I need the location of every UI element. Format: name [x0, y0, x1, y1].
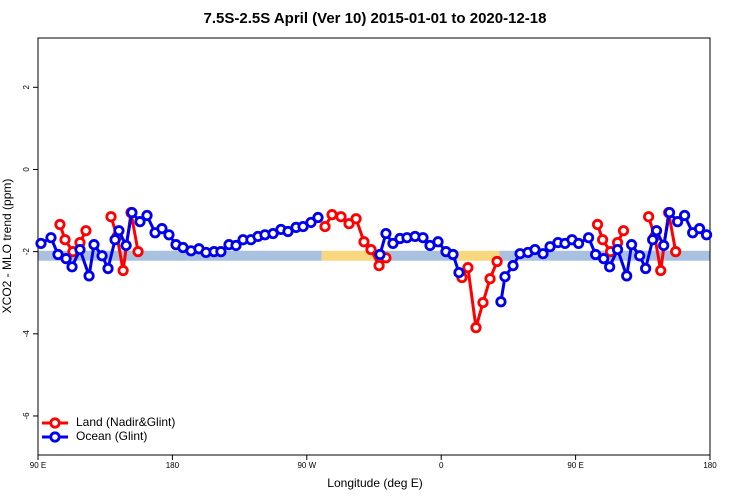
data-point	[102, 262, 114, 275]
data-point	[105, 211, 117, 223]
data-point	[365, 243, 377, 256]
data-point	[621, 270, 633, 282]
data-point	[387, 237, 399, 250]
data-point	[477, 296, 489, 309]
data-point	[312, 211, 324, 224]
y-tick-label: -2	[22, 248, 31, 256]
data-point	[625, 239, 638, 251]
data-point	[83, 270, 95, 282]
data-point	[417, 232, 429, 244]
data-point	[343, 218, 355, 230]
data-point	[374, 248, 386, 261]
data-point	[120, 239, 132, 252]
data-point	[462, 262, 474, 274]
y-tick-label: 2	[22, 85, 31, 90]
data-point	[380, 227, 392, 240]
data-point	[670, 246, 682, 258]
data-point	[679, 209, 691, 222]
legend-marker	[49, 431, 61, 443]
data-point	[447, 248, 459, 261]
data-point	[350, 213, 362, 225]
data-point	[117, 264, 129, 277]
data-point	[537, 248, 549, 260]
data-point	[591, 218, 604, 231]
data-point	[96, 250, 108, 262]
data-point	[59, 234, 71, 246]
data-point	[671, 216, 684, 228]
data-point	[499, 271, 511, 283]
data-point	[132, 246, 144, 258]
y-tick-label: 0	[22, 167, 31, 172]
data-point	[470, 322, 482, 334]
data-point	[66, 261, 78, 273]
data-point	[335, 211, 347, 223]
data-point	[647, 234, 659, 246]
chart-title: 7.5S-2.5S April (Ver 10) 2015-01-01 to 2…	[204, 10, 547, 27]
data-point	[582, 232, 595, 244]
data-point	[640, 262, 652, 275]
data-point	[495, 296, 507, 308]
data-point	[507, 260, 519, 272]
data-point	[126, 207, 138, 219]
data-point	[60, 253, 72, 265]
data-point	[663, 207, 676, 219]
data-point	[453, 266, 465, 279]
data-point	[373, 260, 385, 272]
data-point	[319, 220, 331, 233]
legend-marker	[49, 417, 61, 429]
data-point	[45, 232, 57, 244]
x-tick-label: 90 E	[567, 461, 583, 470]
x-tick-label: 90 E	[30, 461, 46, 470]
x-tick-label: 90 W	[297, 461, 316, 470]
data-point	[598, 253, 610, 265]
y-axis-label: XCO2 - MLO trend (ppm)	[0, 179, 14, 314]
data-point	[484, 273, 496, 285]
data-point	[326, 209, 338, 221]
legend-label: Ocean (Glint)	[76, 429, 147, 443]
data-point	[590, 248, 602, 261]
legend-label: Land (Nadir&Glint)	[76, 415, 175, 429]
data-point	[52, 248, 64, 261]
data-point	[358, 236, 370, 248]
data-point	[305, 216, 317, 229]
data-point	[693, 223, 706, 235]
data-point	[282, 225, 294, 238]
x-tick-label: 180	[703, 461, 717, 470]
data-point	[88, 239, 100, 251]
x-tick-label: 180	[166, 461, 180, 470]
data-point	[113, 225, 125, 237]
data-point	[80, 225, 92, 237]
data-point	[54, 218, 66, 231]
data-point	[655, 264, 667, 277]
data-point	[156, 223, 168, 235]
y-tick-label: -6	[22, 412, 31, 420]
data-point	[141, 209, 153, 222]
y-tick-label: -4	[22, 330, 31, 338]
data-point	[215, 246, 227, 258]
data-point	[658, 239, 670, 252]
data-point	[572, 237, 585, 250]
data-point	[611, 243, 624, 256]
data-point	[634, 250, 646, 262]
data-point	[491, 255, 503, 268]
data-point	[74, 243, 86, 256]
data-point	[134, 216, 146, 228]
data-point	[163, 229, 175, 241]
data-point	[35, 237, 47, 250]
data-point	[650, 225, 663, 237]
data-point	[230, 239, 242, 252]
x-tick-label: 0	[439, 461, 444, 470]
data-point	[432, 236, 444, 248]
data-point	[109, 234, 121, 246]
data-point	[617, 225, 630, 237]
data-point	[597, 234, 609, 246]
data-point	[604, 261, 616, 273]
data-point	[643, 211, 655, 223]
x-axis-label: Longitude (deg E)	[327, 476, 422, 490]
data-point	[529, 243, 541, 256]
data-point	[700, 229, 713, 241]
